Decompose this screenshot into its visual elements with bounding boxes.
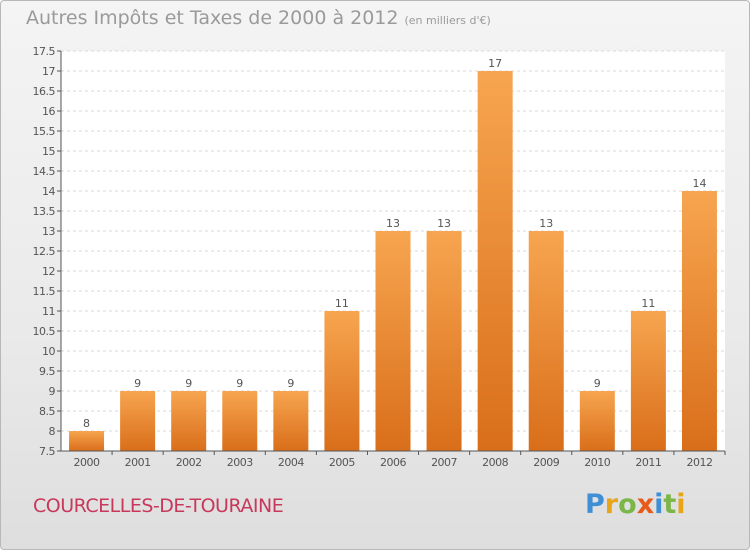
bar-value-label: 14 (692, 177, 706, 190)
bar-value-label: 13 (386, 217, 400, 230)
y-tick-label: 11 (42, 305, 55, 318)
bar-value-label: 9 (236, 377, 243, 390)
x-tick-label: 2009 (533, 456, 559, 469)
y-tick-label: 16 (42, 105, 55, 118)
bar-value-label: 9 (134, 377, 141, 390)
y-tick-label: 15 (42, 145, 55, 158)
bar-value-label: 9 (185, 377, 192, 390)
bar (579, 391, 615, 451)
x-tick-label: 2006 (380, 456, 406, 469)
bar-value-label: 11 (335, 297, 349, 310)
bar-value-label: 9 (287, 377, 294, 390)
bar (375, 231, 411, 451)
y-tick-label: 17 (42, 65, 55, 78)
y-tick-label: 14 (42, 185, 55, 198)
value-labels: 8 9 9 9 9 11 13 13 17 13 9 11 14 (83, 57, 706, 430)
logo-letter: P (585, 489, 605, 520)
x-tick-label: 2007 (431, 456, 457, 469)
x-axis-ticks: 2000 2001 2002 2003 2004 2005 2006 2007 2008 2009… (74, 451, 726, 469)
bar-value-label: 11 (641, 297, 655, 310)
chart-unit-label: (en milliers d'€) (404, 14, 491, 27)
bar-value-label: 8 (83, 417, 90, 430)
y-tick-label: 12 (42, 265, 55, 278)
chart-title: Autres Impôts et Taxes de 2000 à 2012 (en… (26, 7, 491, 29)
x-tick-label: 2012 (686, 456, 712, 469)
bar (681, 191, 717, 451)
y-tick-label: 12.5 (33, 245, 56, 258)
axes (60, 51, 725, 452)
logo-letter: o (618, 489, 637, 520)
bar (222, 391, 258, 451)
bar (426, 231, 462, 451)
y-tick-label: 8 (49, 425, 56, 438)
bar-value-label: 13 (437, 217, 451, 230)
bar-value-label: 13 (539, 217, 553, 230)
y-tick-label: 13 (42, 225, 55, 238)
logo-letter: i (676, 489, 686, 520)
y-tick-label: 16.5 (33, 85, 56, 98)
bar (630, 311, 666, 451)
y-tick-label: 17.5 (33, 45, 56, 58)
x-tick-label: 2003 (227, 456, 253, 469)
bar (120, 391, 156, 451)
y-tick-label: 9 (49, 385, 56, 398)
logo-letter: r (604, 489, 619, 520)
y-tick-label: 9.5 (39, 365, 55, 378)
x-tick-label: 2000 (74, 456, 100, 469)
chart-title-text: Autres Impôts et Taxes de 2000 à 2012 (26, 7, 399, 29)
commune-name: COURCELLES-DE-TOURAINE (33, 495, 284, 517)
logo-letter: i (654, 489, 664, 520)
bars (69, 71, 717, 451)
bar (477, 71, 513, 451)
logo-letter: t (663, 489, 677, 520)
x-tick-label: 2002 (176, 456, 202, 469)
x-tick-label: 2008 (482, 456, 508, 469)
proxiti-logo: Proxiti (585, 489, 686, 520)
y-tick-label: 14.5 (33, 165, 56, 178)
y-tick-label: 13.5 (33, 205, 56, 218)
x-tick-label: 2001 (125, 456, 151, 469)
y-tick-label: 15.5 (33, 125, 56, 138)
x-tick-label: 2005 (329, 456, 355, 469)
y-axis-ticks: 7.5 8 8.5 9 9.5 10 10.5 11 11.5 12 12.5 13 13.5 14 14.… (33, 45, 61, 458)
bar-value-label: 9 (594, 377, 601, 390)
y-tick-label: 7.5 (39, 445, 55, 458)
x-tick-label: 2011 (635, 456, 661, 469)
bar (171, 391, 207, 451)
x-tick-label: 2010 (584, 456, 610, 469)
logo-letter: x (636, 489, 655, 520)
bar (273, 391, 309, 451)
bar (528, 231, 564, 451)
x-tick-label: 2004 (278, 456, 304, 469)
y-tick-label: 8.5 (39, 405, 55, 418)
bar (324, 311, 360, 451)
y-tick-label: 10.5 (33, 325, 56, 338)
bar-value-label: 17 (488, 57, 502, 70)
y-tick-label: 10 (42, 345, 55, 358)
bar (69, 431, 105, 451)
y-tick-label: 11.5 (33, 285, 56, 298)
